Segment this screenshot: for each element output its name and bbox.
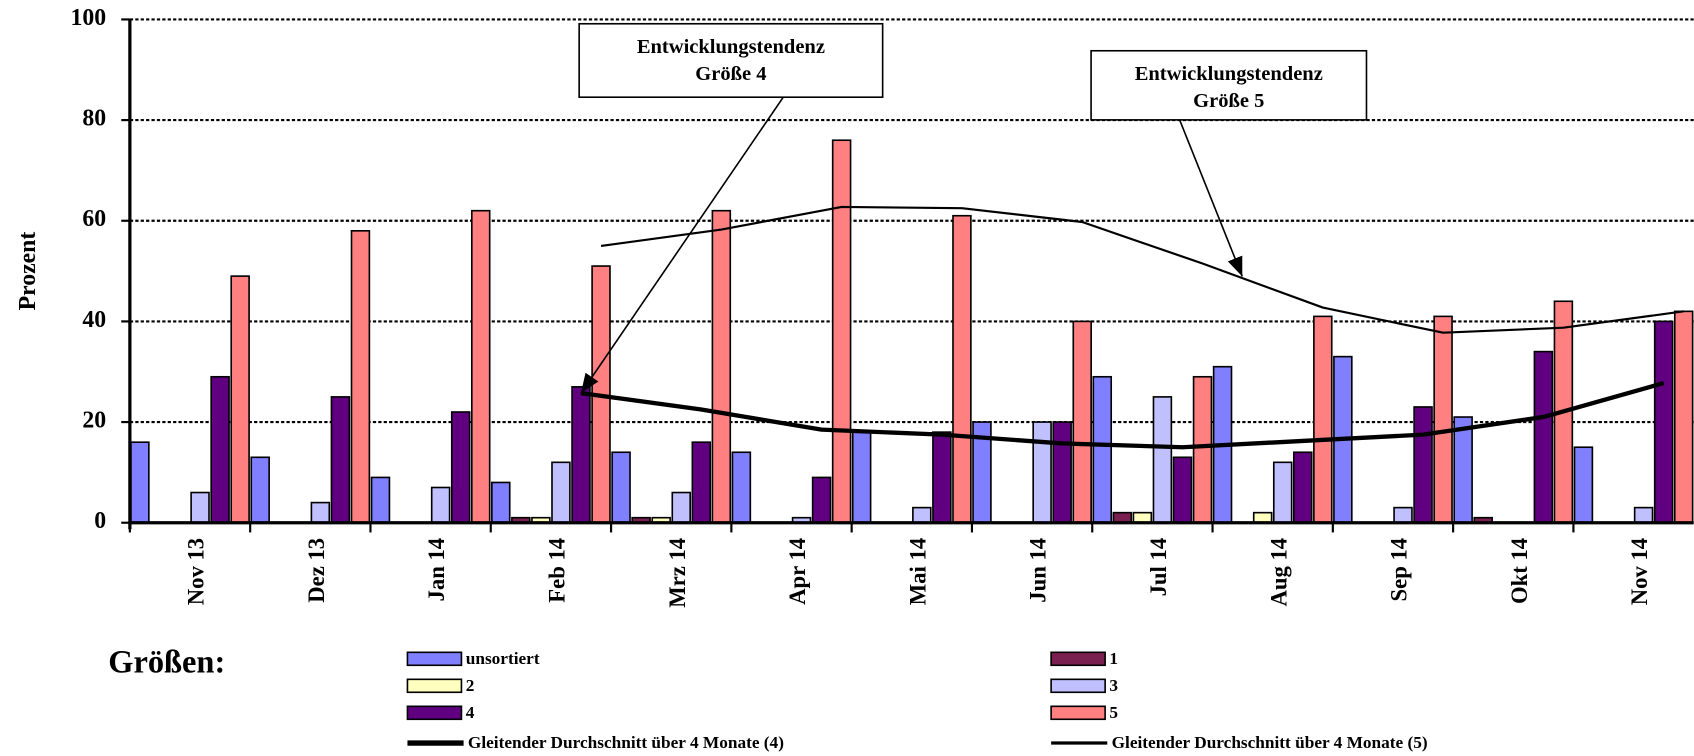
bar: [1172, 456, 1193, 524]
legend-label: 2: [466, 676, 475, 695]
moving-average-line: [580, 380, 1665, 450]
bar: [1533, 350, 1554, 524]
bar: [551, 461, 571, 524]
bar: [491, 481, 511, 524]
legend-swatch: [406, 705, 463, 721]
x-tick-label: Okt 14: [1507, 538, 1532, 604]
bar: [1433, 315, 1453, 524]
bar: [310, 501, 331, 524]
legend-label: Gleitender Durchschnitt über 4 Monate (4…: [468, 733, 784, 752]
x-tick-label: Dez 13: [304, 538, 329, 603]
bar: [1293, 451, 1313, 524]
bar: [711, 209, 732, 524]
bar: [932, 431, 952, 524]
legend-swatch: [1050, 678, 1106, 694]
y-tick-label: 60: [82, 206, 106, 232]
y-tick-label: 40: [82, 307, 106, 333]
x-tick-label: Jun 14: [1026, 538, 1051, 603]
bar: [210, 375, 230, 524]
annotation-box: [1090, 49, 1368, 121]
legend-label: 3: [1109, 676, 1118, 695]
x-tick-label: Nov 13: [184, 538, 209, 605]
y-axis-label: Prozent: [15, 232, 41, 311]
y-tick-label: 100: [70, 5, 106, 31]
bar: [571, 386, 591, 524]
legend-swatch: [406, 678, 463, 694]
bar: [671, 491, 691, 524]
legend-swatch: [1050, 651, 1106, 667]
x-tick-label: Apr 14: [785, 538, 810, 605]
bar: [1152, 396, 1173, 524]
legend-label: 5: [1109, 703, 1118, 722]
bar: [1032, 421, 1052, 524]
bar: [250, 456, 270, 524]
moving-average-line: [600, 205, 1684, 334]
annotation-arrow: [1178, 119, 1244, 277]
bar: [912, 506, 932, 524]
bar: [611, 451, 631, 524]
legend-label: Gleitender Durchschnitt über 4 Monate (5…: [1112, 733, 1428, 752]
bar: [1633, 506, 1654, 524]
bar: [731, 451, 752, 524]
bar: [1092, 375, 1113, 524]
legend-title: Größen:: [108, 645, 225, 681]
bar: [952, 214, 972, 524]
legend-swatch: [1050, 705, 1106, 721]
bar: [230, 275, 250, 524]
legend-label: unsortiert: [466, 649, 540, 668]
x-tick-label: Jul 14: [1146, 538, 1171, 597]
x-tick-label: Nov 14: [1627, 538, 1652, 605]
bar: [370, 476, 391, 524]
bar: [1393, 506, 1413, 524]
bar: [831, 139, 852, 524]
annotation-text: Entwicklungstendenz: [1135, 63, 1323, 85]
annotation-text: Größe 5: [1193, 90, 1264, 112]
bar: [330, 396, 351, 524]
bar: [811, 476, 832, 524]
bar: [851, 431, 872, 524]
bar: [691, 441, 712, 524]
bar: [350, 230, 371, 524]
x-tick-label: Jan 14: [424, 538, 449, 602]
x-tick-label: Aug 14: [1266, 538, 1291, 607]
bar: [1653, 320, 1674, 524]
bar: [130, 441, 150, 524]
x-tick-label: Mai 14: [905, 538, 930, 605]
bar: [1673, 310, 1694, 524]
bar: [450, 411, 471, 524]
bar: [1272, 461, 1293, 524]
bar: [1052, 421, 1072, 524]
bar: [470, 209, 491, 524]
annotation-arrow: [580, 96, 784, 394]
legend-label: 4: [466, 703, 475, 722]
y-tick-label: 0: [94, 508, 106, 534]
annotation-text: Größe 4: [695, 63, 766, 85]
x-tick-label: Sep 14: [1387, 538, 1412, 602]
bar: [1413, 406, 1433, 524]
x-tick-label: Mrz 14: [665, 538, 690, 608]
bar: [1453, 416, 1473, 524]
bar: [1313, 315, 1333, 524]
bar: [1573, 446, 1594, 524]
bar: [1192, 375, 1213, 524]
bar: [430, 486, 451, 524]
y-tick-label: 20: [82, 408, 106, 434]
bar: [1072, 320, 1092, 524]
annotation-box: [578, 22, 884, 99]
x-tick-label: Feb 14: [545, 538, 570, 603]
y-tick-label: 80: [82, 106, 106, 132]
legend-label: 1: [1109, 649, 1118, 668]
bar: [190, 491, 210, 524]
legend-swatch: [406, 651, 463, 667]
annotation-text: Entwicklungstendenz: [637, 36, 825, 58]
